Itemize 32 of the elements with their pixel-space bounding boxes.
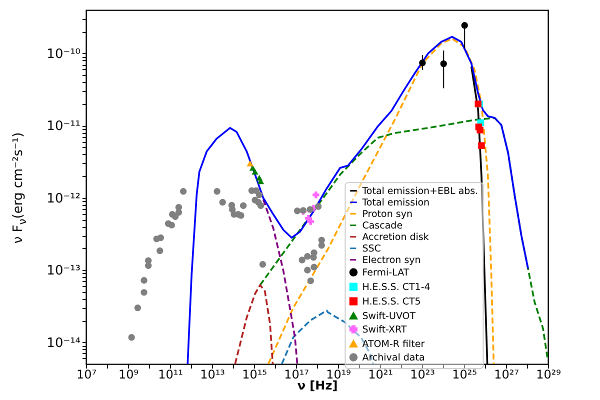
y-tick-label: 10⁻¹⁴ bbox=[46, 336, 80, 351]
x-tick-label: 10²⁹ bbox=[536, 368, 562, 382]
x-axis-title: ν [Hz] bbox=[297, 378, 338, 392]
legend-label: Cascade bbox=[362, 220, 403, 232]
x-tick-label: 10¹³ bbox=[200, 368, 226, 382]
legend-label: Accretion disk bbox=[362, 232, 430, 243]
x-tick-label: 10⁷ bbox=[76, 368, 97, 382]
legend-label: Swift-XRT bbox=[362, 324, 407, 336]
legend-label: H.E.S.S. CT5 bbox=[362, 296, 421, 308]
legend-label: Fermi-LAT bbox=[362, 267, 410, 278]
legend-label: SSC bbox=[362, 243, 382, 254]
x-tick-label: 10²¹ bbox=[368, 368, 394, 382]
y-tick-label: 10⁻¹² bbox=[46, 191, 80, 206]
y-tick-label: 10⁻¹³ bbox=[46, 264, 80, 279]
legend-label: ATOM-R filter bbox=[362, 338, 425, 350]
legend-label: Swift-UVOT bbox=[362, 310, 416, 322]
x-tick-label: 10²⁵ bbox=[452, 368, 478, 382]
legend-label: Electron syn bbox=[362, 254, 421, 266]
y-tick-label: 10⁻¹⁰ bbox=[46, 46, 80, 62]
x-tick-label: 10²⁷ bbox=[494, 368, 520, 382]
legend-label: Total emission bbox=[361, 197, 430, 208]
legend-label: Proton syn bbox=[362, 208, 412, 220]
x-tick-label: 10¹¹ bbox=[158, 368, 184, 382]
x-tick-label: 10¹⁵ bbox=[242, 368, 268, 382]
x-tick-label: 10⁹ bbox=[118, 368, 139, 382]
x-tick-label: 10¹⁹ bbox=[326, 368, 352, 382]
x-tick-label: 10²³ bbox=[410, 368, 436, 382]
legend-label: Total emission+EBL abs. bbox=[361, 186, 478, 197]
y-tick-label: 10⁻¹¹ bbox=[46, 119, 80, 134]
legend-label: H.E.S.S. CT1-4 bbox=[362, 282, 430, 293]
x-tick-label: 10¹⁷ bbox=[284, 368, 310, 382]
legend-label: Archival data bbox=[362, 352, 425, 364]
